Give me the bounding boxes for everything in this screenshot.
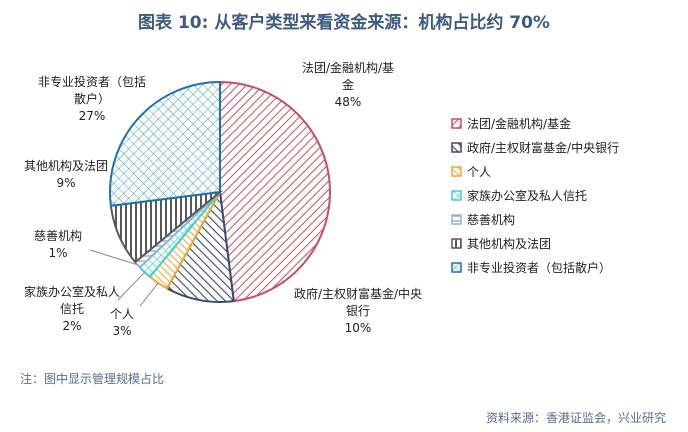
legend-swatch (451, 262, 462, 273)
slice-data-label: 其他机构及法团 9% (24, 158, 108, 190)
legend-swatch (451, 166, 462, 177)
chart-note: 注：图中显示管理规模占比 (20, 372, 165, 386)
slice-data-label: 家族办公室及私人信托 2% (24, 284, 120, 333)
legend-label: 非专业投资者（包括散户） (467, 260, 611, 275)
leader-line (117, 271, 146, 301)
legend-swatch (451, 214, 462, 225)
legend-label: 其他机构及法团 (467, 236, 551, 251)
legend-label: 政府/主权财富基金/中央银行 (467, 140, 619, 155)
legend-swatch (451, 142, 462, 153)
legend-label: 个人 (467, 165, 491, 179)
slice-data-label: 慈善机构 1% (34, 228, 82, 260)
legend-swatch (451, 238, 462, 249)
chart-title: 图表 10: 从客户类型来看资金来源：机构占比约 70% (138, 13, 550, 33)
slice-data-label: 政府/主权财富基金/中央银行 10% (294, 286, 422, 335)
slice-data-label: 非专业投资者（包括散户） 27% (38, 74, 146, 123)
pie-slice (109, 80, 221, 207)
slice-data-label: 法团/金融机构/基金 48% (302, 60, 394, 109)
leader-line (89, 249, 138, 266)
slice-data-label: 个人 3% (110, 307, 134, 338)
chart-source: 资料来源：香港证监会，兴业研究 (485, 411, 666, 425)
legend-swatch (451, 118, 462, 129)
legend-label: 法团/金融机构/基金 (467, 116, 571, 131)
leader-line (139, 282, 159, 307)
legend-label: 家族办公室及私人信托 (467, 188, 587, 203)
legend-swatch (451, 190, 462, 201)
pie-slice (219, 80, 331, 303)
legend-label: 慈善机构 (467, 212, 515, 227)
